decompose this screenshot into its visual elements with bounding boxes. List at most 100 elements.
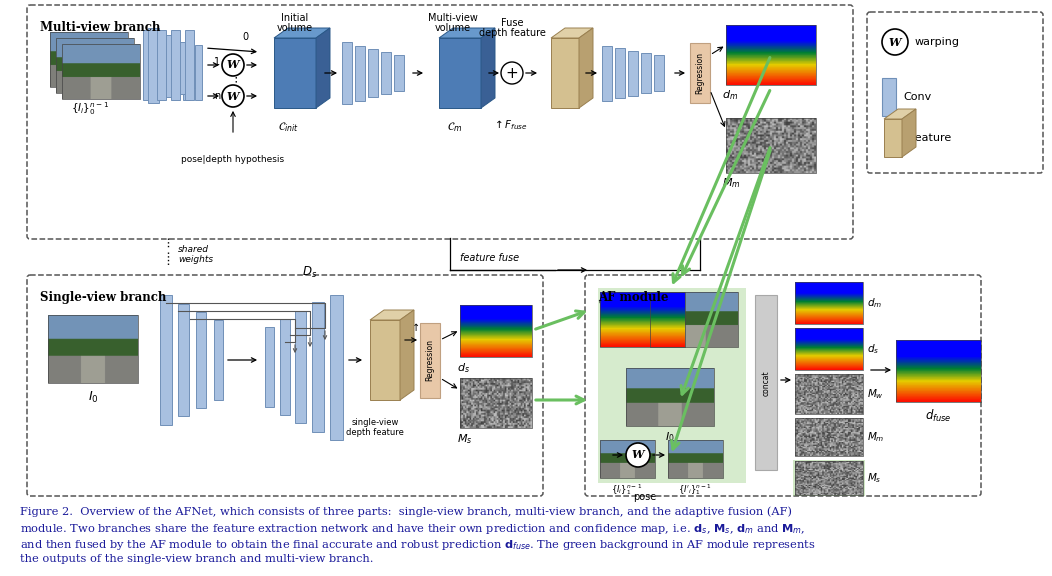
Text: $\uparrow F_{fuse}$: $\uparrow F_{fuse}$: [492, 118, 528, 132]
Text: 0: 0: [242, 32, 248, 42]
Bar: [626, 368, 714, 426]
Bar: [726, 118, 816, 173]
Bar: [394, 55, 404, 91]
Bar: [280, 319, 290, 415]
Text: $\uparrow$: $\uparrow$: [410, 321, 420, 333]
Circle shape: [882, 29, 908, 55]
Bar: [600, 440, 655, 478]
Text: $M_m$: $M_m$: [867, 430, 885, 444]
Text: $d_m$: $d_m$: [598, 294, 612, 308]
Bar: [196, 312, 206, 408]
Bar: [690, 43, 710, 103]
Circle shape: [222, 85, 244, 107]
Circle shape: [626, 443, 650, 467]
Text: the outputs of the single-view branch and multi-view branch.: the outputs of the single-view branch an…: [20, 554, 373, 564]
Bar: [551, 38, 579, 108]
Bar: [265, 327, 274, 407]
Bar: [726, 25, 816, 85]
Bar: [148, 28, 159, 103]
Text: 1: 1: [214, 57, 220, 67]
Polygon shape: [370, 310, 414, 320]
Text: $I_0$: $I_0$: [665, 430, 674, 444]
Polygon shape: [884, 109, 916, 119]
Text: Feature: Feature: [910, 133, 952, 143]
Bar: [195, 44, 202, 100]
Text: $d_{fuse}$: $d_{fuse}$: [925, 408, 951, 424]
Text: pose|depth hypothesis: pose|depth hypothesis: [181, 155, 284, 164]
Text: $\{I'_i\}_1^{n-1}$: $\{I'_i\}_1^{n-1}$: [679, 482, 712, 497]
Bar: [654, 55, 664, 91]
Text: W: W: [227, 59, 239, 70]
Text: volume: volume: [434, 23, 471, 33]
Text: shared: shared: [178, 245, 209, 255]
Text: $D_s$: $D_s$: [302, 265, 318, 280]
Bar: [628, 51, 638, 96]
Text: W: W: [889, 36, 902, 47]
Polygon shape: [579, 28, 593, 108]
Text: $M_m$: $M_m$: [722, 176, 741, 190]
Polygon shape: [400, 310, 414, 400]
Bar: [56, 38, 134, 93]
Text: AF module: AF module: [598, 291, 668, 304]
Bar: [602, 46, 612, 101]
Bar: [312, 302, 324, 432]
Text: concat: concat: [762, 370, 770, 396]
Bar: [460, 305, 532, 357]
Bar: [182, 44, 189, 100]
Text: pose: pose: [633, 492, 656, 502]
Circle shape: [222, 54, 244, 76]
Bar: [460, 378, 532, 428]
Bar: [882, 78, 896, 116]
Bar: [368, 49, 378, 97]
Text: W: W: [632, 449, 644, 460]
Bar: [142, 30, 151, 100]
Bar: [342, 42, 352, 104]
Text: Single-view branch: Single-view branch: [40, 291, 166, 304]
Bar: [795, 374, 863, 414]
Text: $\{I_i\}_1^{n-1}$: $\{I_i\}_1^{n-1}$: [611, 482, 643, 497]
Circle shape: [501, 62, 523, 84]
Bar: [190, 48, 198, 88]
Text: $\vdots$: $\vdots$: [228, 75, 238, 89]
Bar: [184, 30, 194, 100]
Bar: [355, 46, 365, 101]
Text: depth feature: depth feature: [346, 428, 404, 437]
Text: Regression: Regression: [695, 52, 705, 94]
Polygon shape: [274, 28, 330, 38]
Text: module. Two branches share the feature extraction network and have their own pre: module. Two branches share the feature e…: [20, 522, 806, 536]
Bar: [793, 460, 865, 496]
Text: $M_s$: $M_s$: [867, 471, 882, 485]
Text: feature fuse: feature fuse: [461, 253, 520, 263]
Polygon shape: [316, 28, 330, 108]
Bar: [650, 292, 739, 347]
Bar: [295, 311, 306, 423]
Text: +: +: [506, 66, 519, 81]
Text: $\mathcal{C}_{init}$: $\mathcal{C}_{init}$: [278, 120, 299, 134]
Text: Regression: Regression: [425, 339, 434, 381]
Bar: [178, 304, 189, 416]
Bar: [600, 292, 685, 347]
Text: $\{I_i\}_0^{n-1}$: $\{I_i\}_0^{n-1}$: [70, 100, 109, 117]
Bar: [641, 53, 651, 93]
Bar: [420, 323, 440, 397]
Text: depth feature: depth feature: [479, 28, 545, 38]
Bar: [48, 315, 138, 383]
Bar: [214, 320, 223, 400]
Text: Conv: Conv: [903, 92, 931, 102]
Text: $\mathcal{C}_m$: $\mathcal{C}_m$: [447, 120, 463, 134]
Bar: [615, 48, 625, 98]
Bar: [62, 44, 140, 99]
Bar: [381, 52, 391, 94]
Text: weights: weights: [178, 256, 214, 264]
Text: single-view: single-view: [351, 418, 399, 427]
Text: warping: warping: [915, 37, 960, 47]
Text: Multi-view branch: Multi-view branch: [40, 21, 160, 34]
Text: $d_s$: $d_s$: [867, 342, 879, 356]
Bar: [170, 30, 180, 100]
Bar: [274, 38, 316, 108]
Bar: [598, 288, 746, 483]
Bar: [884, 119, 902, 157]
Text: $d_m$: $d_m$: [722, 88, 739, 102]
Text: Multi-view: Multi-view: [428, 13, 478, 23]
Polygon shape: [902, 109, 916, 157]
